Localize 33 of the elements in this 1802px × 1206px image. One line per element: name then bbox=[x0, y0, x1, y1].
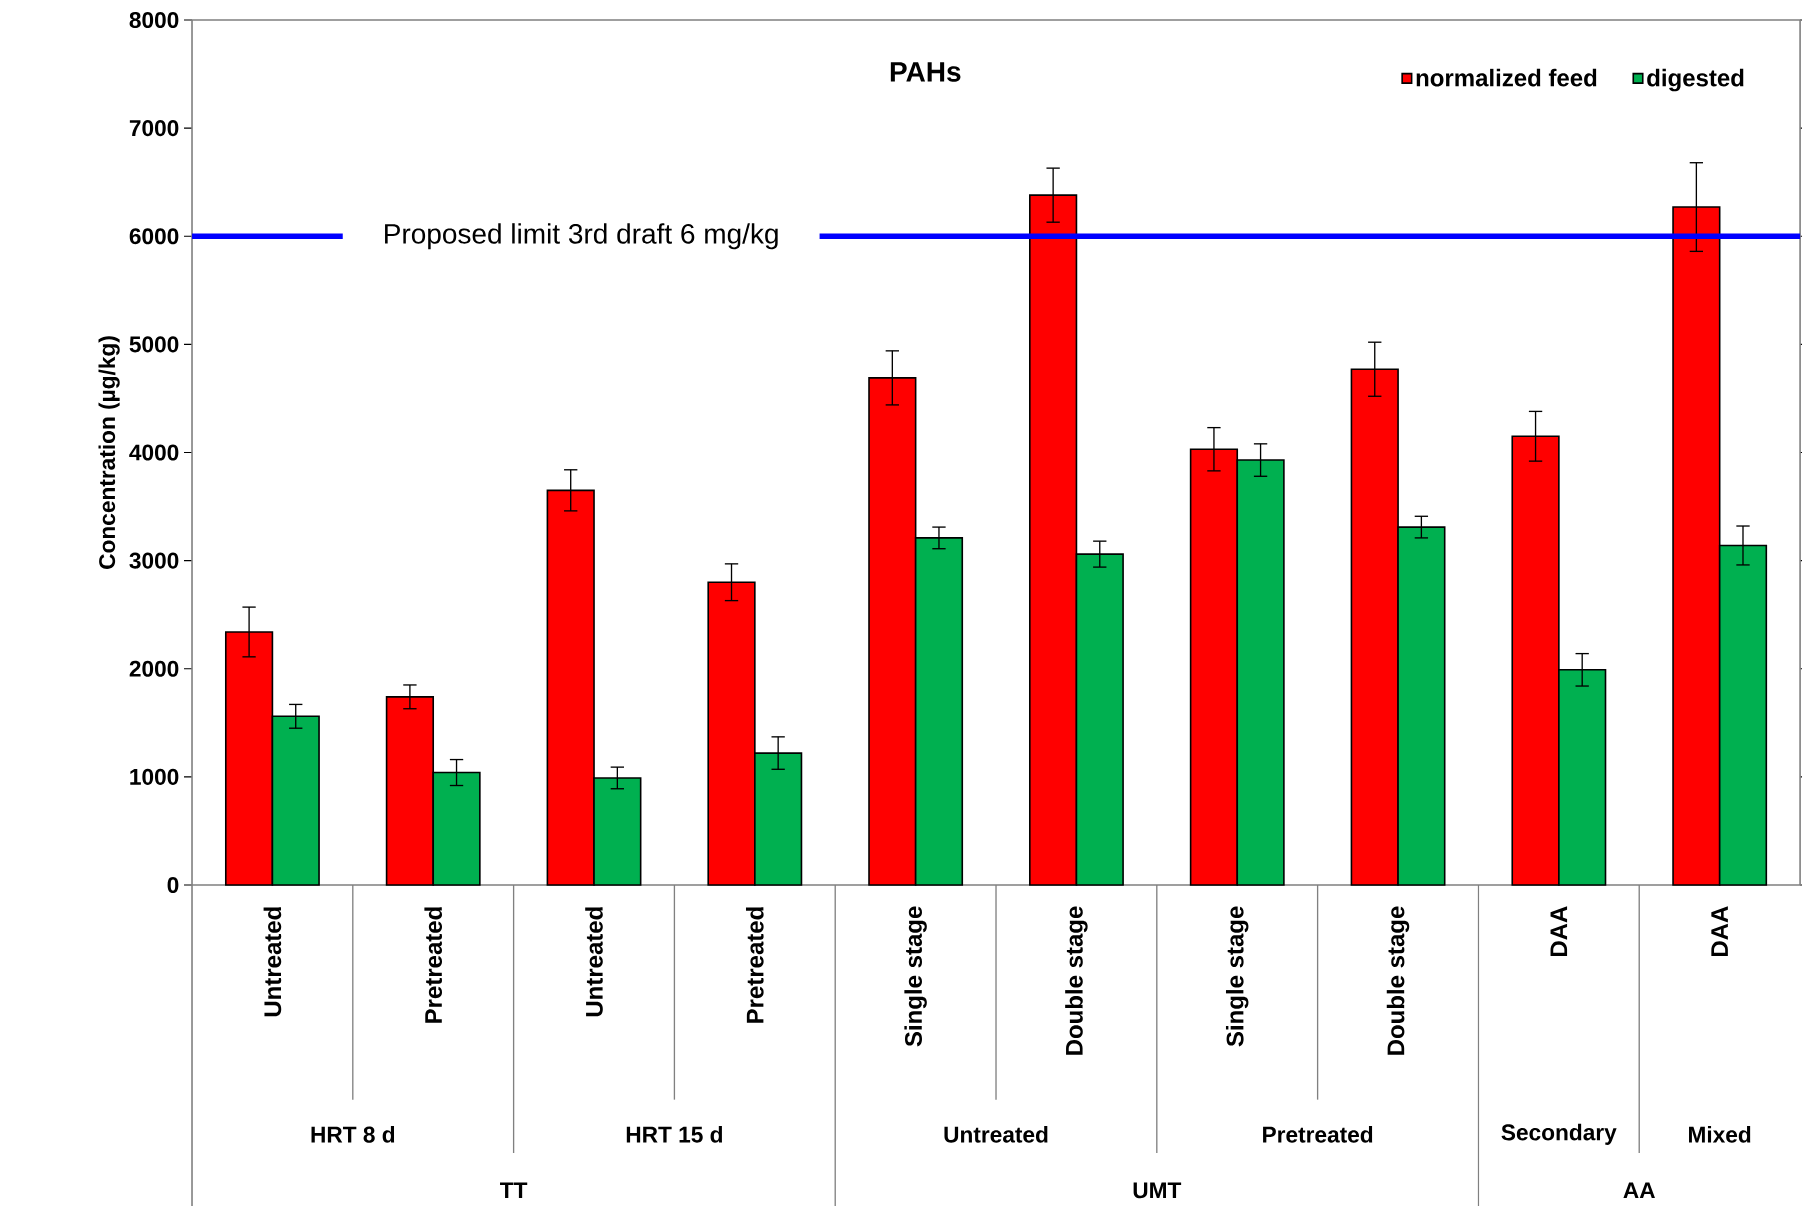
x-tick-label: Untreated bbox=[585, 907, 603, 1017]
x-tick-label: Double stage bbox=[1065, 906, 1088, 1055]
y-tick-label: 4000 bbox=[129, 444, 179, 461]
text: Secondary bbox=[1501, 1123, 1617, 1145]
y-tick-label: 2000 bbox=[129, 660, 179, 677]
text: AA bbox=[1623, 1182, 1655, 1199]
text: Pretreated bbox=[1263, 1126, 1373, 1143]
text: HRT 8 d bbox=[311, 1126, 395, 1143]
legend-label: normalized feed bbox=[1416, 68, 1597, 87]
text: HRT 15 d bbox=[626, 1126, 723, 1143]
y-tick-label: 3000 bbox=[129, 552, 179, 569]
text: TT bbox=[500, 1182, 528, 1199]
text: UMT bbox=[1133, 1182, 1182, 1199]
x-tick-label: Untreated bbox=[263, 907, 282, 1017]
ref-line-label: Proposed limit 3rd draft 6 mg/kg bbox=[385, 223, 778, 250]
x-tick-label: Single stage bbox=[1225, 906, 1249, 1047]
x-tick-label: DAA bbox=[1711, 906, 1728, 957]
x-tick-label: Pretreated bbox=[424, 907, 443, 1023]
x-tick-label: Double stage bbox=[1386, 906, 1410, 1055]
y-tick-label: 5000 bbox=[129, 336, 179, 353]
y-tick-label: 7000 bbox=[129, 120, 179, 137]
y-tick-label: 0 bbox=[167, 876, 179, 894]
y-axis-title: Concentration (µg/kg) bbox=[98, 336, 120, 569]
y-tick-label: 8000 bbox=[129, 11, 179, 29]
x-tick-label: Single stage bbox=[904, 906, 927, 1047]
y-tick-label: 6000 bbox=[129, 228, 179, 245]
text: Untreated bbox=[944, 1126, 1048, 1143]
text: PAHs bbox=[890, 62, 961, 82]
legend-label: digested bbox=[1647, 68, 1744, 92]
text: Mixed bbox=[1689, 1126, 1751, 1143]
x-tick-label: Pretreated bbox=[745, 907, 764, 1023]
x-tick-label: DAA bbox=[1550, 906, 1568, 957]
y-tick-label: 1000 bbox=[130, 768, 179, 785]
